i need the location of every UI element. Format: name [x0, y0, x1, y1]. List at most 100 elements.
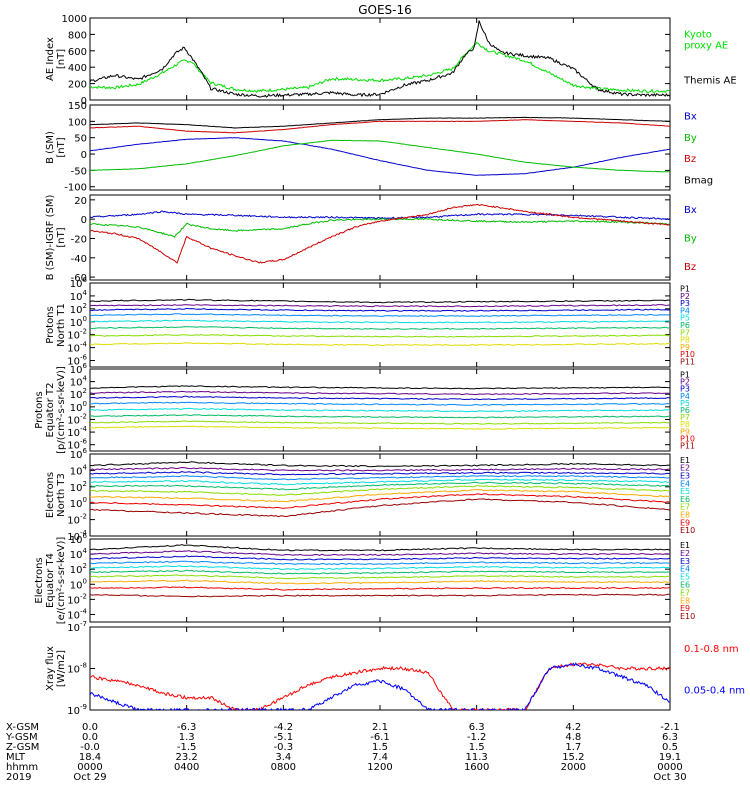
- panels: 02004006008001000AE Index[nT]Kyoto proxy …: [34, 14, 745, 717]
- y-tick-label: 10-4: [67, 341, 87, 355]
- legend-bx: Bx: [684, 112, 697, 123]
- ephemeris-value: 1200: [367, 762, 392, 773]
- series-p5: [90, 408, 670, 411]
- y-tick-label: 102: [70, 480, 87, 494]
- year-label: 2019: [6, 772, 31, 783]
- series-e5: [90, 566, 670, 570]
- y-tick-label: 10-2: [67, 513, 87, 527]
- series-e10: [90, 499, 670, 517]
- legend-0-05-0-4-nm: 0.05-0.4 nm: [684, 685, 745, 696]
- y-axis-label: B (SM)[nT]: [45, 131, 67, 164]
- series-p4: [90, 314, 670, 317]
- series-e4: [90, 561, 670, 564]
- series-bx: [90, 138, 670, 176]
- y-tick-label: 100: [70, 577, 87, 591]
- y-tick-label: 50: [74, 134, 87, 145]
- ephemeris-value: 2000: [561, 762, 586, 773]
- legend-bz: Bz: [684, 154, 696, 165]
- y-tick-label: 100: [68, 117, 87, 128]
- goes16-summary-plot: GOES-16 02004006008001000AE Index[nT]Kyo…: [0, 0, 750, 800]
- series-p4: [90, 402, 670, 405]
- y-tick-label: -100: [64, 183, 87, 194]
- y-tick-label: 106: [70, 276, 88, 290]
- series-0-1-0-8-nm: [90, 663, 670, 712]
- y-tick-label: 400: [68, 63, 87, 74]
- y-tick-label: 104: [70, 463, 88, 477]
- y-tick-label: 100: [70, 496, 87, 510]
- series-by: [90, 140, 670, 172]
- series-e2: [90, 468, 670, 471]
- y-tick-label: 150: [68, 101, 87, 112]
- panel-frame: [90, 195, 670, 280]
- series-e6: [90, 482, 670, 490]
- y-tick-label: 102: [70, 302, 87, 316]
- y-axis-label: ProtonsEquator T2[p/(cm²-s-sr-keV)]: [34, 366, 67, 454]
- y-tick-label: 10-2: [67, 328, 87, 342]
- series-e4: [90, 476, 670, 480]
- series-e10: [90, 594, 670, 597]
- y-tick-label: 200: [68, 80, 87, 91]
- y-tick-label: 10-8: [67, 662, 87, 676]
- y-tick-label: 1000: [62, 14, 87, 25]
- end-date: Oct 30: [653, 772, 686, 783]
- y-tick-label: 10-2: [67, 592, 87, 606]
- panel-p_north: 10-610-410-2100102104106ProtonsNorth T1P…: [45, 276, 695, 368]
- start-date: Oct 29: [73, 772, 106, 783]
- y-tick-label: 106: [70, 447, 88, 461]
- y-tick-label: 0: [81, 150, 87, 161]
- series-e8: [90, 490, 670, 502]
- series-p5: [90, 320, 670, 323]
- series-e5: [90, 479, 670, 485]
- series-e3: [90, 472, 670, 476]
- y-tick-label: 20: [74, 196, 87, 207]
- series-p7: [90, 335, 670, 338]
- series-p6: [90, 415, 670, 418]
- series-p6: [90, 327, 670, 330]
- legend-bx: Bx: [684, 205, 697, 216]
- y-tick-label: 10-7: [67, 620, 87, 634]
- series-p8: [90, 426, 670, 429]
- y-axis-label: B (SM)-IGRF (SM)[nT]: [45, 195, 67, 281]
- y-tick-label: 106: [70, 532, 88, 546]
- panel-frame: [90, 283, 670, 367]
- series-e1: [90, 545, 670, 551]
- legend-e10: E10: [680, 526, 695, 535]
- panel-e_equator: 10-410-2100102104106ElectronsEquator T4[…: [34, 532, 695, 624]
- panel-ae: 02004006008001000AE Index[nT]Kyoto proxy …: [45, 14, 737, 107]
- series-kyoto-proxy-ae: [90, 42, 670, 92]
- y-axis-label: ElectronsNorth T3: [45, 472, 67, 518]
- y-axis-label: AE Index[nT]: [45, 37, 67, 81]
- y-tick-label: -50: [71, 166, 87, 177]
- panel-frame: [90, 105, 670, 190]
- legend-bz: Bz: [684, 262, 696, 273]
- legend-by: By: [684, 133, 697, 144]
- legend-bmag: Bmag: [684, 175, 713, 186]
- series-p7: [90, 421, 670, 424]
- series-p8: [90, 343, 670, 346]
- y-tick-label: 104: [70, 289, 88, 303]
- legend-p11: P11: [680, 357, 695, 366]
- y-axis-label: ElectronsEquator T4[e/(cm²-s-sr-keV)]: [34, 537, 67, 625]
- y-axis-label: ProtonsNorth T1: [45, 303, 67, 347]
- ephemeris-value: 1600: [464, 762, 489, 773]
- panel-bigrf: -60 -40 -20 0 20 B (SM)-IGRF (SM)[nT] Bx By Bz: [45, 195, 697, 285]
- legend-kyoto-proxy-ae: Kyoto proxy AE: [684, 30, 728, 52]
- series-e1: [90, 462, 670, 467]
- legend-by: By: [684, 234, 697, 245]
- series-e3: [90, 556, 670, 560]
- y-tick-label: 10-9: [67, 703, 87, 717]
- y-tick-label: 102: [70, 562, 87, 576]
- series-p1: [90, 386, 670, 389]
- ephemeris-value: 0800: [271, 762, 296, 773]
- y-tick-label: -20: [71, 234, 87, 245]
- series-e9: [90, 587, 670, 590]
- series-0-05-0-4-nm: [90, 663, 670, 711]
- legend-e10: E10: [680, 612, 695, 621]
- y-tick-label: -40: [71, 254, 87, 265]
- series-e2: [90, 551, 670, 556]
- series-p1: [90, 299, 670, 302]
- series-bmag: [90, 117, 670, 128]
- series-bz: [90, 120, 670, 133]
